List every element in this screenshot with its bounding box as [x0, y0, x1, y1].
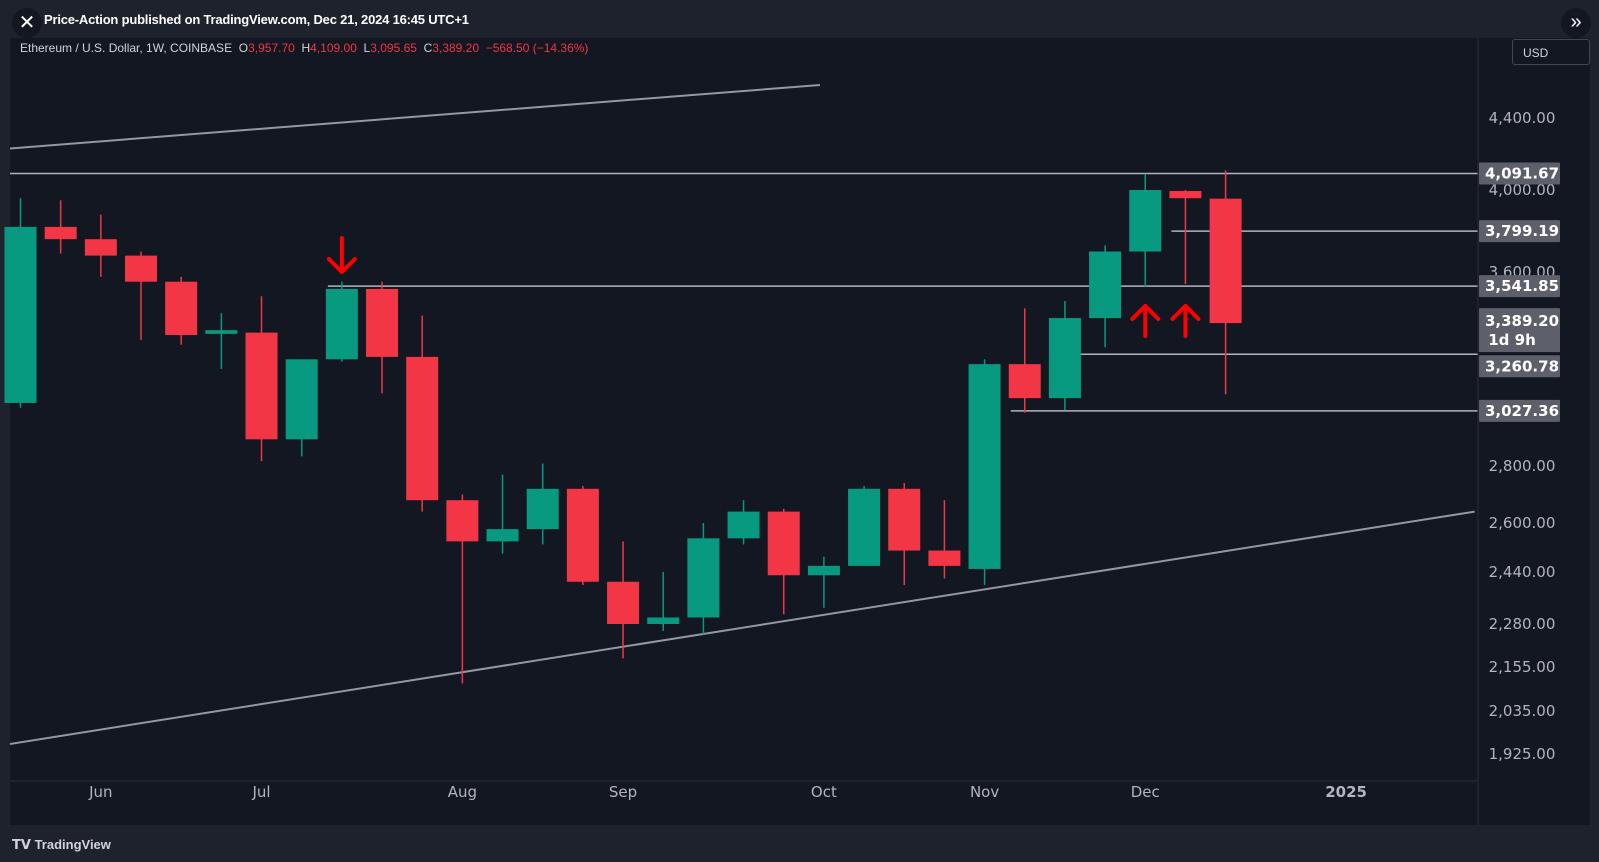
price-tag-label: 3,541.85 [1485, 277, 1559, 295]
candle-body [205, 330, 238, 334]
candle-body [446, 500, 479, 542]
x-tick-label: Jun [88, 783, 112, 801]
price-tag-label: 3,027.36 [1485, 402, 1559, 420]
x-tick-label: Nov [970, 783, 999, 801]
open-value: 3,957.70 [248, 41, 295, 55]
candle-body [4, 226, 37, 403]
candle-body [647, 617, 680, 624]
candle-body [44, 226, 77, 240]
high-value: 4,109.00 [310, 41, 357, 55]
close-label: C [423, 41, 433, 55]
y-tick-label: 4,400.00 [1489, 109, 1556, 127]
close-value: 3,389.20 [432, 41, 480, 55]
candle-body [1008, 364, 1041, 399]
price-tag-bg [1479, 355, 1560, 378]
candle-body [125, 255, 158, 282]
high-label: H [301, 41, 311, 55]
tradingview-logo-icon: 𝗧𝗩 [12, 837, 31, 852]
arrow-shape [1130, 303, 1161, 338]
trendline-lower-channel [10, 510, 1475, 745]
y-tick-label: 2,155.00 [1489, 658, 1556, 676]
current-price-label: 3,389.20 [1485, 312, 1559, 330]
candle-body [84, 239, 117, 256]
candle-body [687, 538, 720, 618]
candle-body [1169, 191, 1202, 199]
candle-body [1129, 190, 1162, 252]
brand-label: TradingView [34, 837, 111, 852]
candle-body [928, 550, 961, 566]
candle-body [366, 288, 399, 357]
x-tick-label: 2025 [1325, 783, 1367, 801]
candle-body [888, 488, 921, 551]
close-icon[interactable]: ✕ [12, 8, 42, 38]
candle-body [566, 488, 599, 582]
arrow-shape [326, 236, 357, 274]
footer-bar [0, 825, 1599, 862]
price-tag-label: 3,260.78 [1485, 357, 1559, 375]
candle-body [325, 288, 358, 360]
candle-body [406, 356, 439, 501]
y-tick-label: 2,600.00 [1489, 514, 1556, 532]
low-label: L [363, 41, 371, 55]
candle-body [848, 488, 881, 566]
x-tick-label: Jul [251, 783, 270, 801]
change-value: −568.50 (−14.36%) [485, 41, 589, 55]
symbol-name: Ethereum / U.S. Dollar, 1W, COINBASE [20, 41, 233, 55]
candle-body [486, 529, 519, 542]
y-tick-label: 2,280.00 [1489, 615, 1556, 633]
low-value: 3,095.65 [370, 41, 417, 55]
candle-body [285, 359, 318, 440]
arrow-down-icon [326, 236, 357, 274]
arrow-up-icon [1170, 303, 1201, 338]
price-tag-bg [1479, 275, 1560, 298]
x-tick-label: Oct [811, 783, 837, 801]
candle-body [968, 364, 1001, 569]
x-tick-label: Aug [448, 783, 477, 801]
y-tick-label: 1,925.00 [1489, 745, 1556, 763]
y-tick-label: 2,440.00 [1489, 563, 1556, 581]
price-tag-bg [1479, 399, 1560, 422]
price-tag-bg [1479, 220, 1560, 243]
arrow-shape [1170, 303, 1201, 338]
top-bar [0, 0, 1599, 38]
y-tick-label: 4,000.00 [1489, 181, 1556, 199]
price-tag-label: 3,799.19 [1485, 222, 1559, 240]
candle-body [1209, 198, 1242, 324]
price-tag-label: 4,091.67 [1485, 164, 1559, 182]
candle-body [1089, 251, 1122, 319]
current-price-tag-bg [1479, 308, 1560, 353]
candle-body [526, 488, 559, 530]
arrow-up-icon [1130, 303, 1161, 338]
candle-body [165, 281, 198, 336]
expand-icon[interactable]: » [1561, 8, 1591, 38]
candle-body [807, 565, 840, 576]
countdown-label: 1d 9h [1488, 331, 1536, 349]
currency-selector[interactable]: USD [1512, 39, 1590, 65]
y-tick-label: 2,035.00 [1489, 702, 1556, 720]
candle-body [607, 581, 640, 624]
candle-body [245, 332, 278, 440]
trendline-upper-channel [10, 84, 820, 150]
x-tick-label: Dec [1131, 783, 1160, 801]
candle-body [767, 511, 800, 576]
symbol-legend: Ethereum / U.S. Dollar, 1W, COINBASE O3,… [20, 41, 588, 55]
open-label: O [238, 41, 249, 55]
candle-body [1048, 318, 1081, 399]
y-tick-label: 2,800.00 [1489, 457, 1556, 475]
published-info: Price-Action published on TradingView.co… [44, 12, 469, 27]
tradingview-logo[interactable]: 𝗧𝗩 TradingView [12, 837, 111, 853]
candle-body [727, 511, 760, 539]
price-tag-bg [1479, 162, 1560, 185]
x-tick-label: Sep [609, 783, 637, 801]
